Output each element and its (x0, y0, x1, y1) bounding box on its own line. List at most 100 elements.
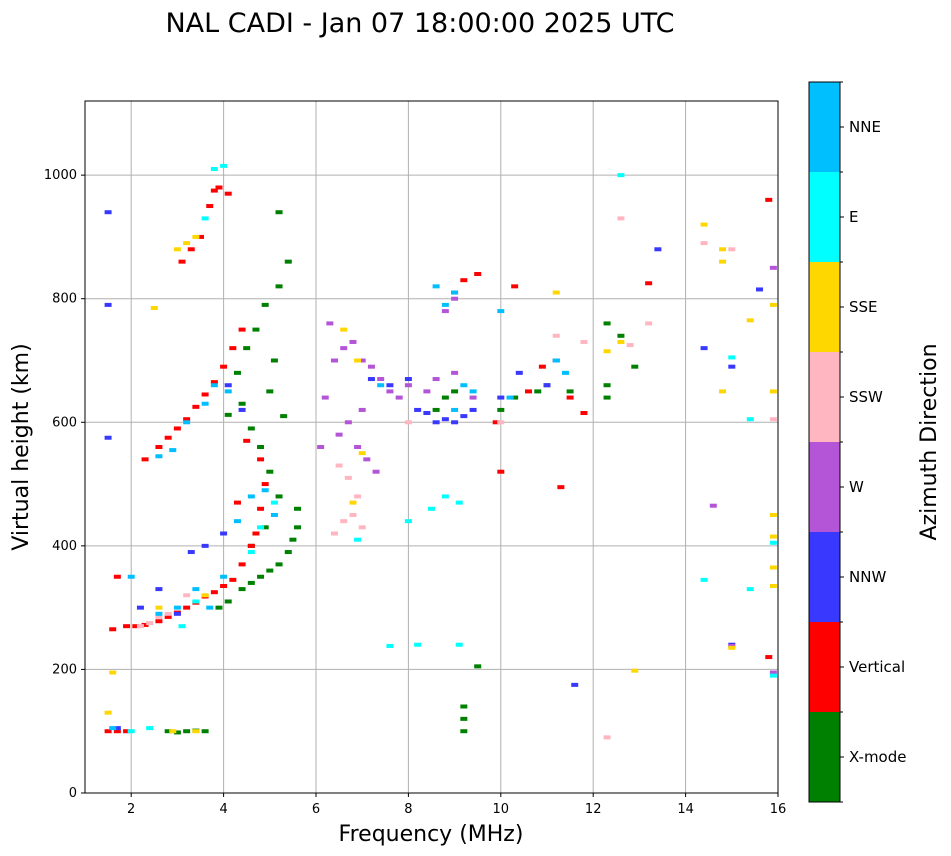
data-point (603, 395, 611, 400)
data-point (460, 704, 468, 709)
data-point (765, 197, 773, 202)
data-point (257, 445, 265, 449)
data-point (224, 599, 232, 604)
data-point (349, 500, 357, 505)
data-point (183, 605, 191, 610)
data-point (210, 383, 218, 388)
data-point (460, 729, 468, 734)
data-point (372, 469, 380, 474)
data-point (557, 485, 565, 490)
data-point (746, 587, 754, 592)
data-point (123, 729, 131, 734)
data-point (215, 185, 223, 190)
data-point (210, 166, 218, 171)
data-point (210, 590, 218, 595)
colorbar-segment (809, 82, 840, 172)
data-point (243, 438, 251, 443)
data-point (183, 417, 191, 422)
data-point (173, 605, 181, 610)
data-point (136, 624, 144, 629)
data-point (404, 383, 412, 388)
data-point (534, 389, 542, 394)
data-point (247, 550, 255, 555)
data-point (728, 364, 736, 369)
data-point (543, 383, 551, 388)
data-point (155, 454, 163, 459)
data-point (451, 407, 459, 412)
data-point (247, 426, 255, 431)
data-points (104, 163, 777, 740)
data-point (617, 216, 625, 221)
data-point (354, 537, 362, 542)
data-point (109, 726, 117, 731)
data-point (719, 389, 727, 394)
colorbar-segment (809, 262, 840, 352)
y-tick-label: 1000 (44, 168, 77, 183)
data-point (233, 519, 241, 524)
data-point (173, 611, 181, 616)
data-point (173, 730, 181, 735)
data-point (201, 543, 209, 548)
data-point (769, 534, 777, 539)
data-point (146, 621, 154, 626)
data-point (404, 519, 412, 524)
data-point (386, 383, 394, 388)
data-point (511, 284, 519, 289)
data-point (220, 531, 228, 536)
data-point (201, 392, 209, 397)
data-point (603, 321, 611, 326)
data-point (183, 241, 191, 246)
data-point (335, 463, 343, 468)
data-point (247, 494, 255, 499)
colorbar-tick-label: X-mode (849, 748, 906, 766)
data-point (645, 281, 653, 286)
data-point (603, 383, 611, 388)
data-point (497, 420, 505, 425)
data-point (441, 417, 449, 422)
x-tick-label: 6 (312, 802, 320, 817)
data-point (746, 318, 754, 323)
data-point (367, 364, 375, 369)
data-point (224, 412, 232, 417)
data-point (206, 605, 214, 610)
data-point (173, 426, 181, 431)
data-point (395, 395, 403, 400)
data-point (201, 401, 209, 406)
data-point (238, 587, 246, 592)
data-point (358, 451, 366, 456)
data-point (469, 395, 477, 400)
data-point (229, 577, 237, 582)
data-point (460, 383, 468, 388)
data-point (201, 216, 209, 221)
data-point (335, 432, 343, 437)
data-point (192, 587, 200, 592)
data-point (561, 370, 569, 375)
data-point (349, 339, 357, 344)
chart-title: NAL CADI - Jan 07 18:00:00 2025 UTC (165, 8, 674, 39)
data-point (769, 302, 777, 307)
data-point (113, 726, 121, 731)
data-point (261, 302, 269, 307)
data-point (428, 506, 435, 511)
data-point (423, 389, 431, 394)
data-point (358, 358, 366, 363)
data-point (432, 420, 440, 425)
colorbar-tick-label: SSE (849, 298, 878, 316)
series-w (317, 265, 777, 675)
data-point (169, 448, 177, 453)
data-point (136, 605, 144, 610)
data-point (275, 494, 283, 499)
data-point (155, 587, 163, 592)
data-point (192, 599, 200, 604)
data-point (275, 284, 283, 289)
data-point (580, 339, 588, 344)
data-point (326, 321, 334, 326)
data-point (317, 445, 325, 449)
data-point (769, 265, 777, 270)
colorbar-segment (809, 622, 840, 712)
series-ssw (136, 216, 777, 740)
data-point (113, 574, 121, 579)
data-point (330, 531, 338, 536)
y-axis-label: Virtual height (km) (9, 343, 34, 550)
series-sse (104, 222, 777, 734)
